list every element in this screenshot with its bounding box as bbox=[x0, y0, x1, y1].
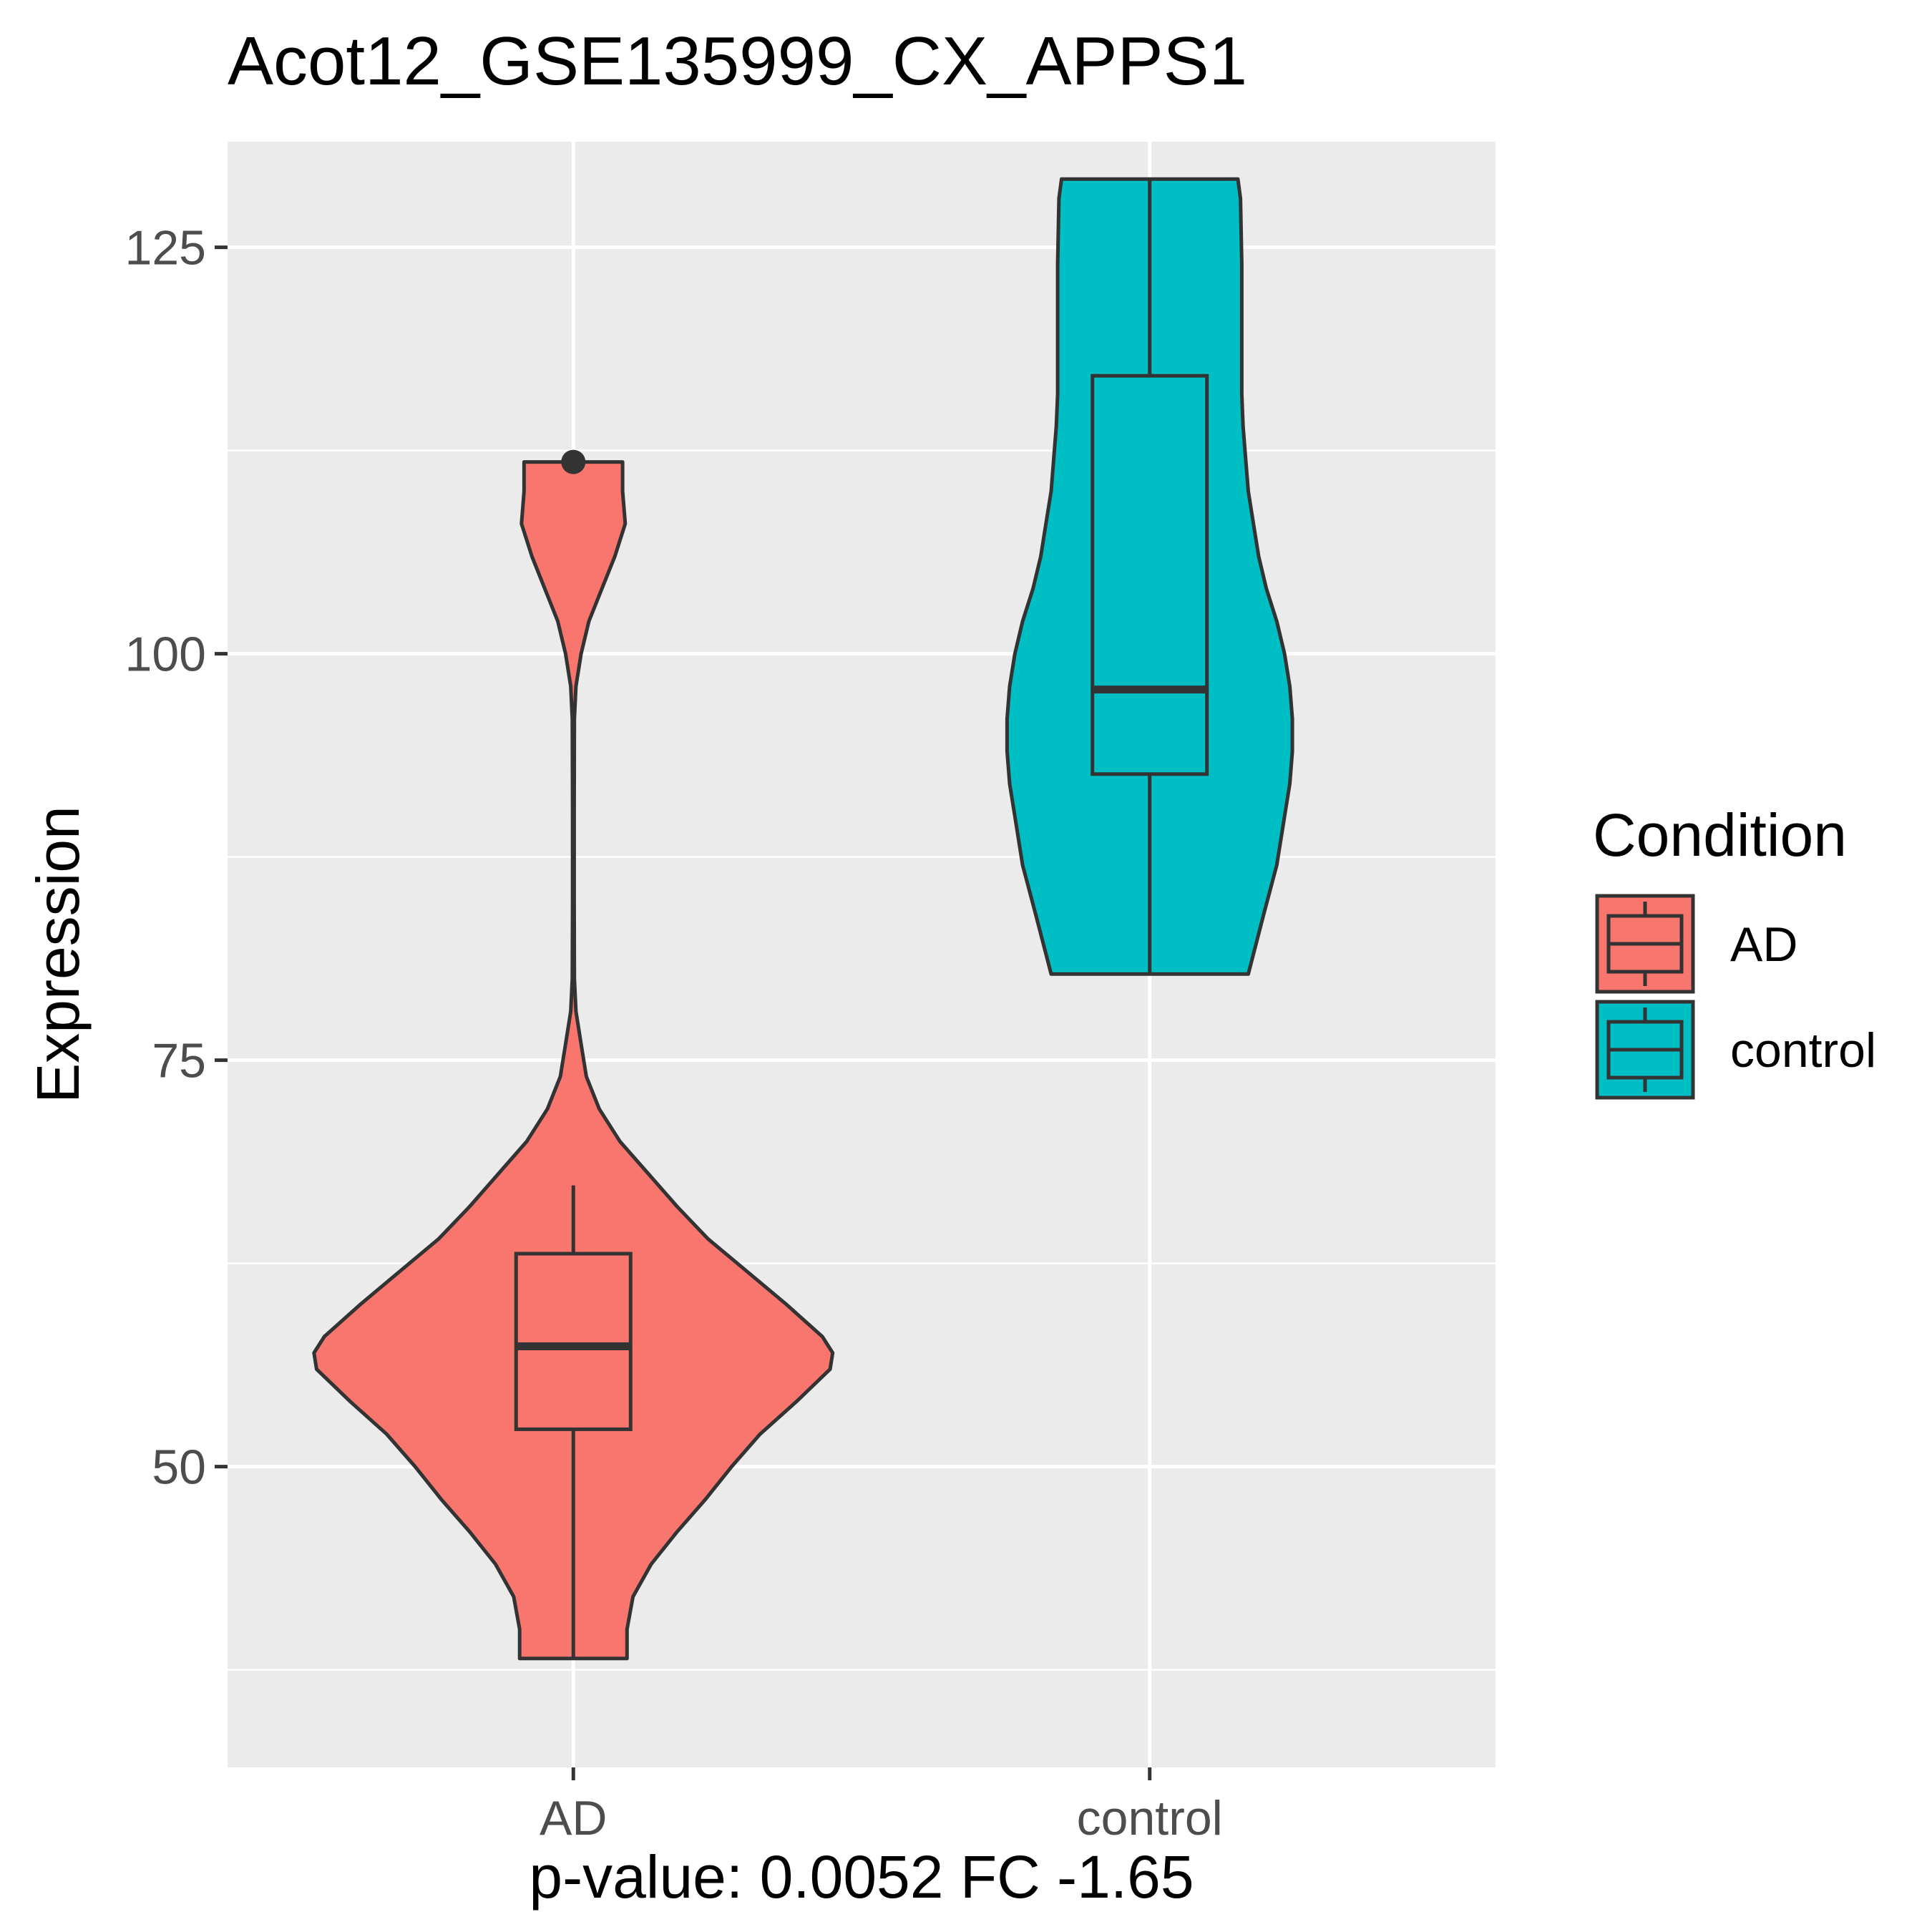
y-axis-label: Expression bbox=[24, 806, 92, 1103]
legend-label-AD: AD bbox=[1730, 917, 1797, 972]
boxplots bbox=[514, 179, 1209, 1659]
plot-panel bbox=[228, 142, 1496, 1767]
outlier-point bbox=[561, 449, 586, 474]
legend-label-control: control bbox=[1730, 1023, 1876, 1078]
y-tick-label: 125 bbox=[125, 221, 206, 275]
y-tick-label: 100 bbox=[125, 628, 206, 682]
y-tick-label: 50 bbox=[152, 1440, 206, 1495]
x-axis: AD control bbox=[540, 1767, 1223, 1845]
legend-title: Condition bbox=[1593, 801, 1847, 869]
y-axis: 50 75 100 125 bbox=[125, 221, 228, 1495]
x-tick-label: AD bbox=[540, 1791, 607, 1845]
box-AD bbox=[514, 1252, 633, 1431]
x-tick-label: control bbox=[1077, 1791, 1223, 1845]
chart-title: Acot12_GSE135999_CX_APPS1 bbox=[228, 23, 1247, 99]
violin-AD bbox=[312, 460, 835, 1661]
box-control bbox=[1091, 374, 1209, 776]
x-axis-label: p-value: 0.0052 FC -1.65 bbox=[529, 1843, 1194, 1911]
legend: Condition AD control bbox=[1593, 801, 1876, 1100]
legend-keys: AD control bbox=[1595, 894, 1876, 1100]
y-tick-label: 75 bbox=[152, 1034, 206, 1088]
